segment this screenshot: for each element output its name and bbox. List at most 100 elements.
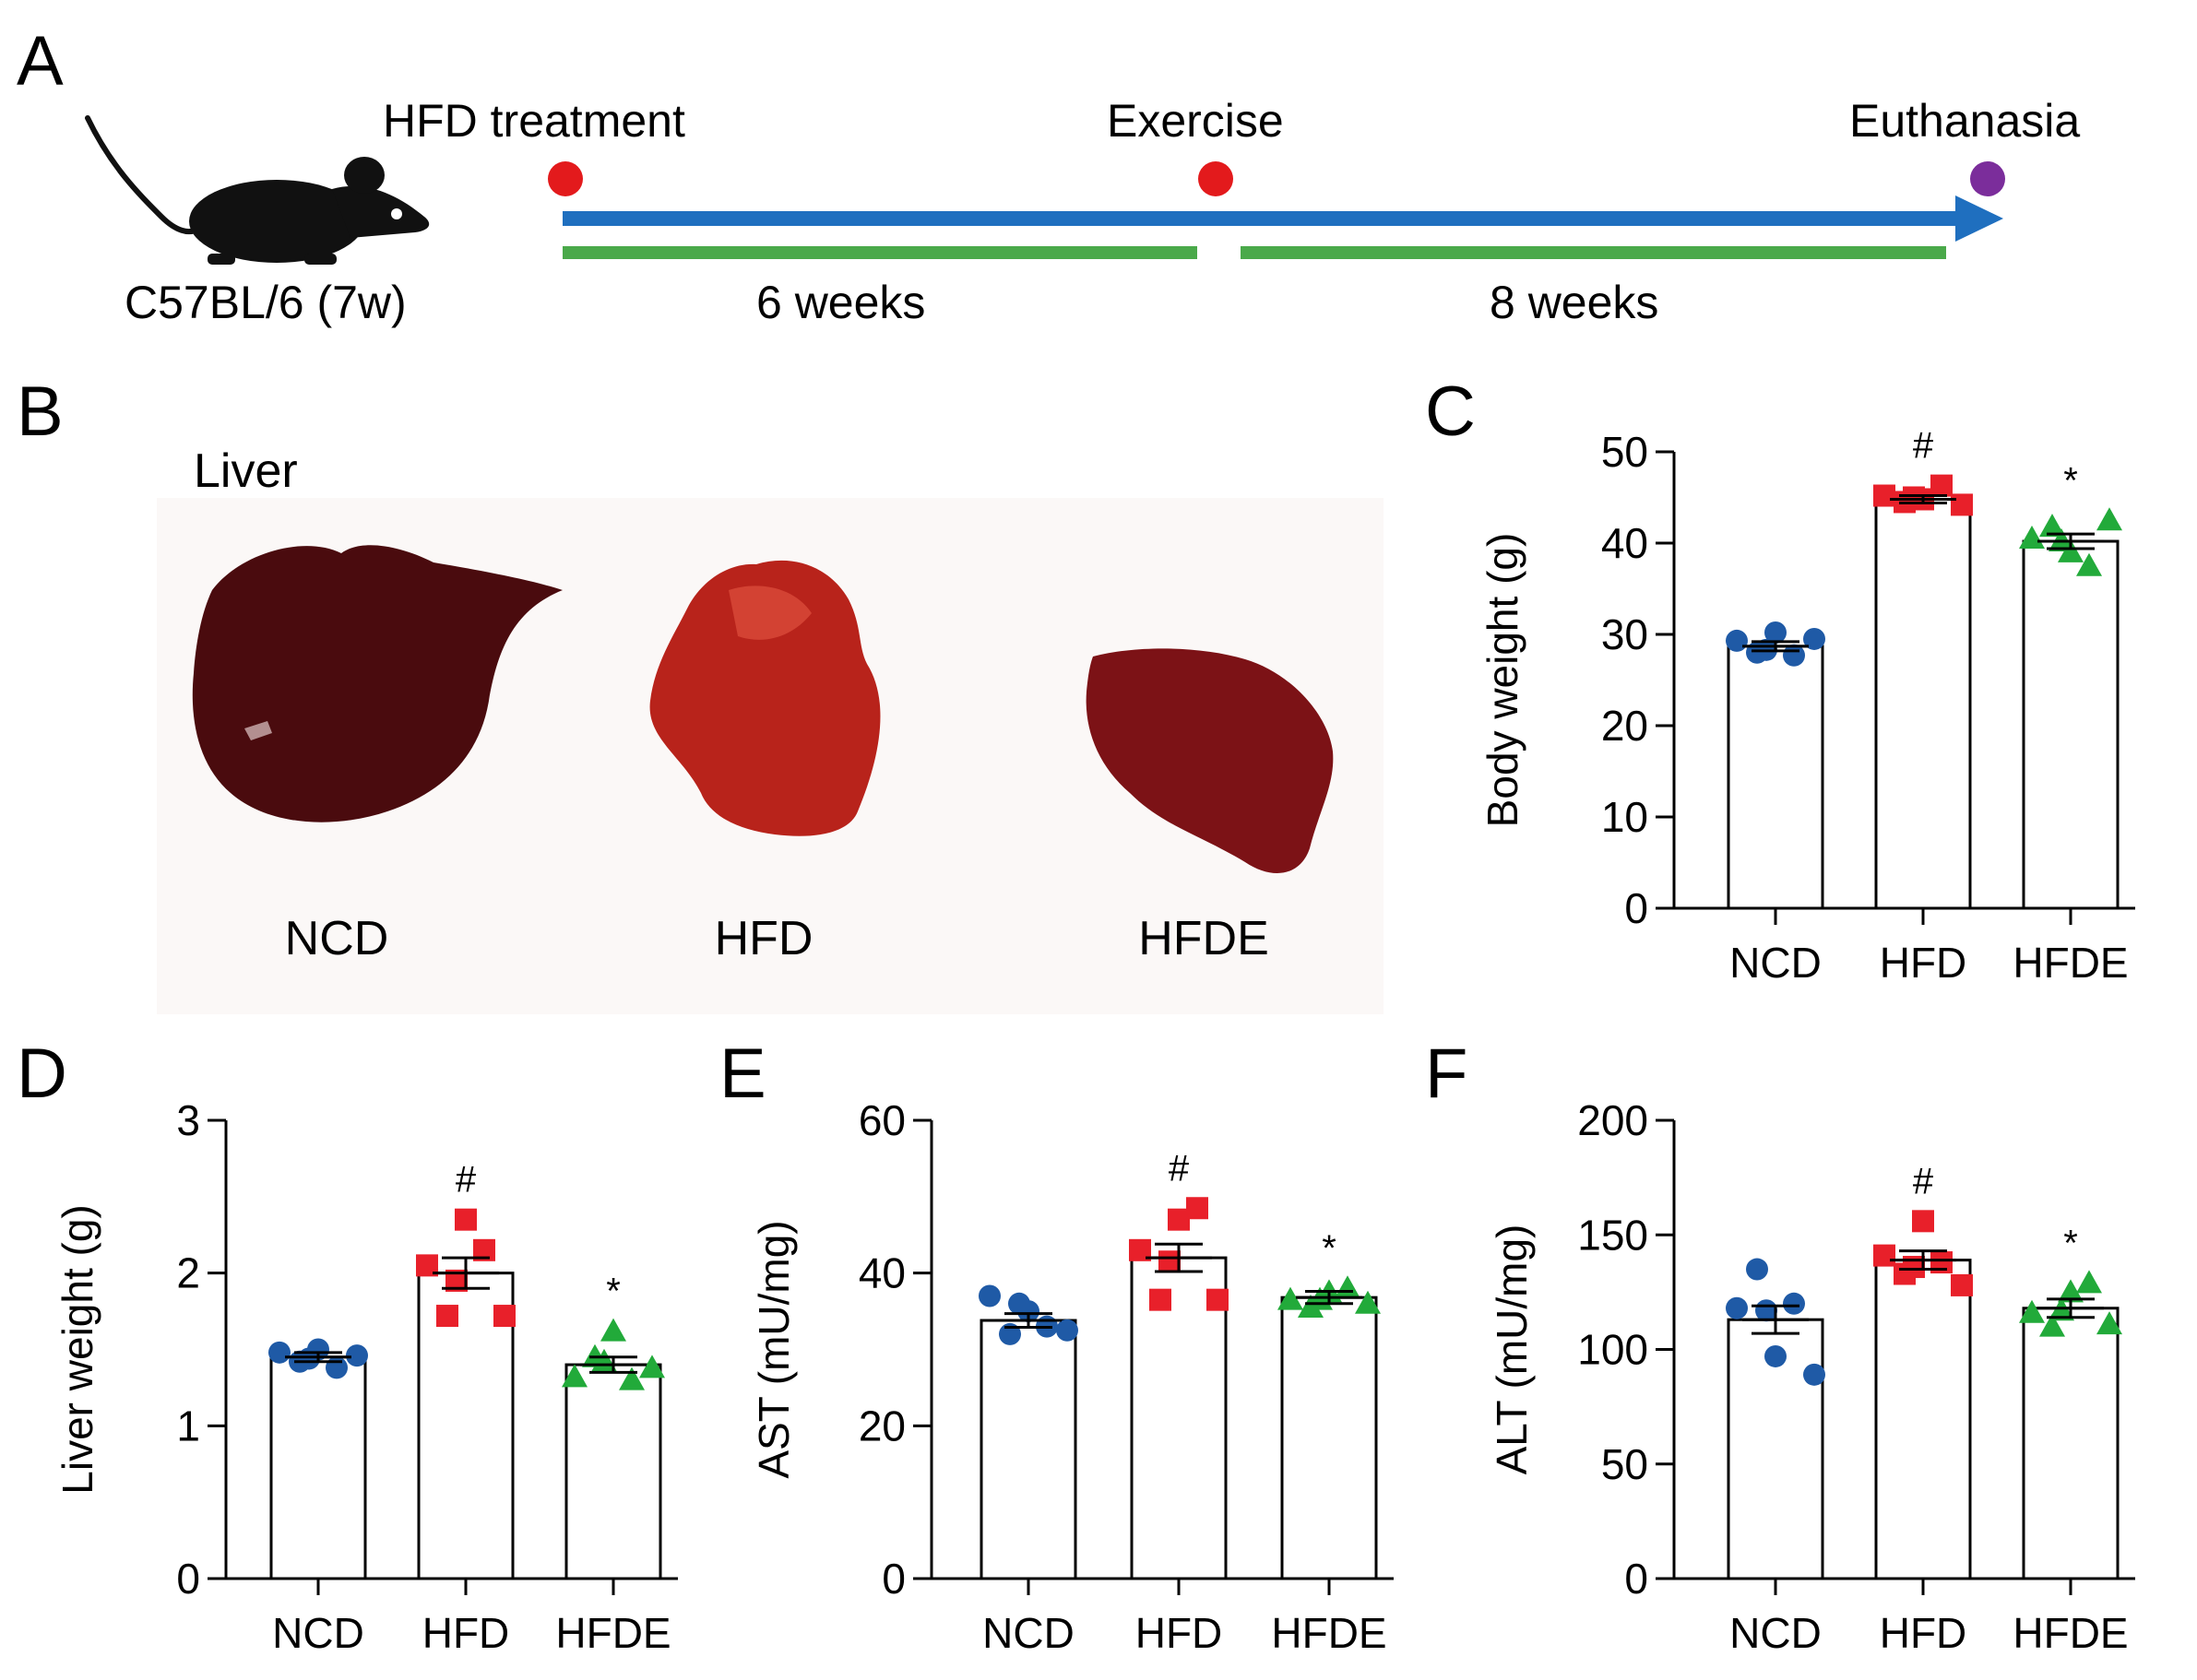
mouse-label: C57BL/6 (7w)	[125, 277, 407, 328]
data-point-hfd	[1149, 1288, 1171, 1311]
data-point-hfd	[455, 1208, 477, 1231]
y-tick-label: 0	[1624, 1555, 1648, 1603]
bar-hfd	[1130, 1256, 1228, 1580]
significance-label: *	[606, 1272, 621, 1312]
event-hfd-treatment: HFD treatment	[383, 95, 685, 147]
data-point-ncd	[1803, 1363, 1825, 1386]
data-point-hfde	[2076, 552, 2102, 576]
y-tick-label: 200	[1577, 1096, 1648, 1144]
data-point-ncd	[1726, 629, 1748, 652]
x-tick-label: HFDE	[2013, 939, 2128, 987]
y-tick-label: 2	[176, 1249, 200, 1297]
panel-a: A C57BL/6 (7w) HFD treatment Exercise Eu…	[17, 22, 2080, 328]
data-point-ncd	[1008, 1292, 1030, 1315]
data-point-hfde	[1277, 1286, 1303, 1310]
data-point-ncd	[268, 1341, 291, 1364]
bar-hfde	[564, 1363, 662, 1580]
bar-ncd	[269, 1355, 367, 1580]
bar-hfde	[2022, 539, 2120, 910]
x-tick-label: HFDE	[2013, 1609, 2128, 1657]
duration-8-weeks: 8 weeks	[1490, 277, 1658, 328]
x-tick-label: HFD	[1135, 1609, 1223, 1657]
x-tick-label: NCD	[272, 1609, 364, 1657]
liver-label-hfde: HFDE	[1138, 912, 1269, 965]
bar-ncd	[980, 1319, 1077, 1580]
data-point-ncd	[1764, 1344, 1787, 1367]
data-point-ncd	[1783, 1292, 1805, 1315]
liver-hfd-image	[649, 560, 881, 836]
event-marker-start	[548, 161, 583, 196]
liver-title: Liver	[194, 444, 298, 498]
y-axis-title: Body weight (g)	[1479, 533, 1526, 828]
x-tick-label: NCD	[982, 1609, 1075, 1657]
y-tick-label: 30	[1601, 610, 1648, 658]
timeline-arrow	[563, 195, 2003, 242]
panel-letter-b: B	[17, 373, 64, 451]
data-point-hfde	[2058, 1279, 2084, 1303]
data-point-hfd	[1158, 1250, 1181, 1273]
data-point-hfd	[436, 1305, 458, 1328]
panel-letter-f: F	[1425, 1035, 1467, 1113]
data-point-hfd	[1873, 1244, 1895, 1267]
y-axis-title: Liver weight (g)	[53, 1204, 101, 1494]
data-point-hfde	[2076, 1270, 2102, 1294]
data-point-ncd	[1726, 1296, 1748, 1319]
data-point-hfd	[1873, 484, 1895, 507]
event-marker-euthanasia	[1970, 161, 2005, 196]
x-tick-label: HFDE	[555, 1609, 671, 1657]
x-tick-label: HFD	[1880, 939, 1967, 987]
data-point-hfde	[2039, 514, 2065, 538]
data-point-hfd	[1930, 474, 1953, 497]
x-tick-label: NCD	[1729, 939, 1822, 987]
data-point-ncd	[1764, 621, 1787, 645]
liver-hfd-highlight	[729, 586, 812, 640]
duration-bar-6-weeks	[563, 246, 1197, 259]
data-point-ncd	[326, 1356, 348, 1379]
data-point-hfde	[600, 1318, 626, 1342]
data-point-ncd	[298, 1347, 320, 1370]
y-tick-label: 0	[1624, 884, 1648, 932]
liver-label-hfd: HFD	[715, 912, 813, 965]
x-tick-label: HFDE	[1271, 1609, 1386, 1657]
data-point-ncd	[1755, 1299, 1777, 1322]
y-axis-title: AST (mU/mg)	[750, 1220, 798, 1478]
chart-alt: 0 50 100 150 200 ALT (mU/mg) NCD HFD # HFDE *	[1488, 1096, 2135, 1657]
y-axis-title: ALT (mU/mg)	[1488, 1225, 1536, 1475]
data-point-hfd	[1912, 1210, 1934, 1233]
significance-label: #	[1169, 1148, 1190, 1189]
y-tick-label: 20	[1601, 702, 1648, 750]
data-point-hfd	[1206, 1288, 1229, 1311]
liver-hfde-image	[1086, 648, 1334, 873]
y-tick-label: 40	[1601, 519, 1648, 567]
y-tick-label: 10	[1601, 793, 1648, 841]
y-tick-label: 40	[859, 1249, 906, 1297]
liver-ncd-image	[192, 545, 563, 822]
data-point-hfde	[639, 1355, 665, 1378]
y-tick-label: 0	[882, 1555, 906, 1603]
panel-letter-e: E	[719, 1035, 766, 1113]
data-point-hfd	[1186, 1197, 1208, 1220]
event-marker-exercise	[1198, 161, 1233, 196]
x-tick-label: HFD	[422, 1609, 510, 1657]
y-tick-label: 60	[859, 1096, 906, 1144]
data-point-ncd	[1803, 627, 1825, 650]
data-point-hfde	[1355, 1290, 1381, 1314]
panel-letter-d: D	[17, 1035, 67, 1113]
significance-label: *	[2063, 460, 2078, 501]
chart-liver-weight: 0 1 2 3 Liver weight (g) NCD HFD # HFDE *	[53, 1096, 678, 1657]
chart-body-weight: 0 10 20 30 40 50 Body weight (g) NCD HFD # HFDE *	[1479, 426, 2135, 987]
y-tick-label: 100	[1577, 1326, 1648, 1374]
data-point-hfde	[2096, 507, 2122, 531]
bar-hfde	[1280, 1295, 1378, 1580]
y-tick-label: 150	[1577, 1211, 1648, 1259]
duration-bar-8-weeks	[1241, 246, 1946, 259]
panel-b: B Liver NCD HFD HFDE	[17, 373, 1384, 1014]
data-point-hfde	[562, 1364, 588, 1388]
significance-label: *	[1322, 1228, 1336, 1269]
data-point-hfd	[1951, 1273, 1973, 1296]
data-point-hfde	[1335, 1275, 1360, 1299]
y-tick-label: 50	[1601, 1440, 1648, 1488]
data-point-hfde	[2019, 1299, 2045, 1323]
bar-ncd	[1727, 645, 1824, 910]
data-point-hfd	[1903, 486, 1925, 509]
